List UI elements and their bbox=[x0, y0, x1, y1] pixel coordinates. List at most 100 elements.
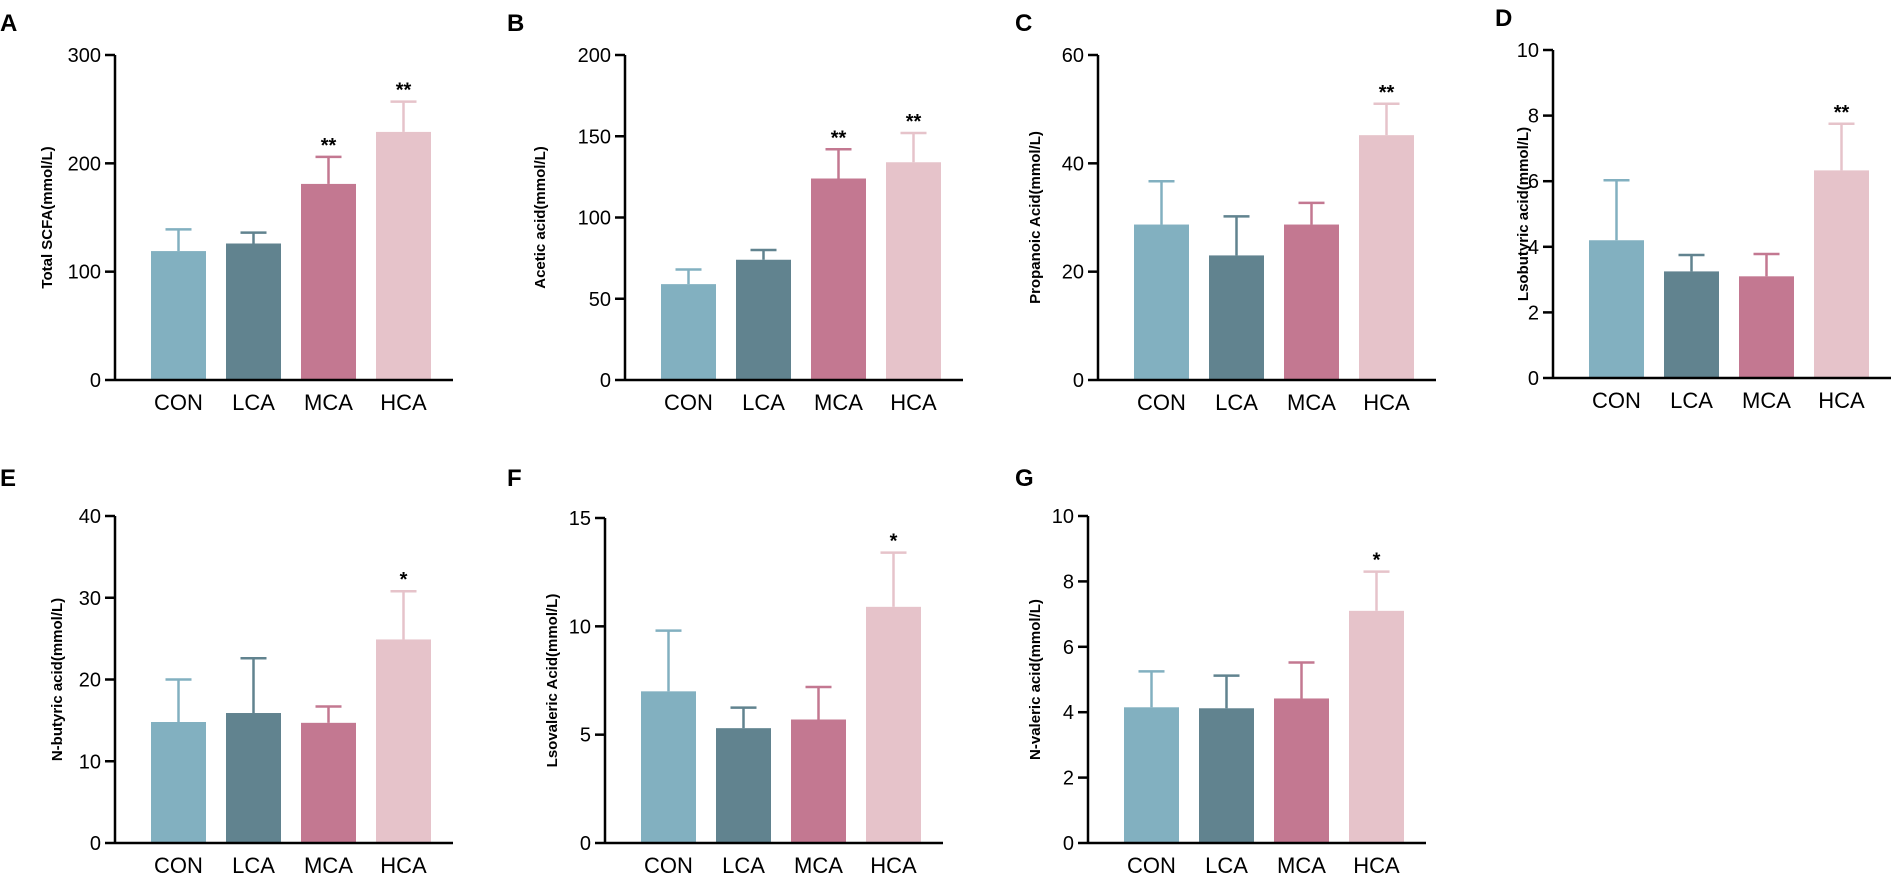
bar-hca bbox=[376, 639, 431, 843]
x-tick-label-lca: LCA bbox=[232, 390, 275, 415]
bar-con bbox=[1124, 707, 1179, 843]
panel-letter: G bbox=[1015, 465, 1034, 492]
y-tick-label: 15 bbox=[569, 508, 591, 530]
bar-lca bbox=[716, 728, 771, 843]
bar-mca bbox=[791, 719, 846, 843]
y-tick-label: 4 bbox=[1528, 237, 1539, 259]
panel-letter: B bbox=[507, 10, 524, 37]
y-tick-label: 60 bbox=[1062, 45, 1084, 67]
x-tick-label-hca: HCA bbox=[1363, 390, 1410, 415]
bar-hca bbox=[1359, 135, 1414, 380]
y-tick-label: 100 bbox=[578, 208, 611, 230]
bar-lca bbox=[226, 243, 281, 380]
y-axis-title: Lsobutyric acid(mmol/L) bbox=[1515, 127, 1532, 301]
y-tick-label: 0 bbox=[1528, 368, 1539, 390]
y-tick-label: 40 bbox=[1062, 153, 1084, 175]
y-tick-label: 300 bbox=[68, 45, 101, 67]
bar-hca bbox=[376, 131, 431, 380]
bar-mca bbox=[301, 183, 356, 380]
x-tick-label-lca: LCA bbox=[742, 390, 785, 415]
y-tick-label: 10 bbox=[1052, 506, 1074, 528]
y-axis-title: Lsovaleric Acid(mmol/L) bbox=[544, 594, 561, 768]
significance-label: ** bbox=[396, 80, 412, 102]
y-tick-label: 10 bbox=[1517, 40, 1539, 62]
x-tick-label-con: CON bbox=[644, 853, 693, 875]
y-tick-label: 6 bbox=[1528, 171, 1539, 193]
y-tick-label: 40 bbox=[79, 506, 101, 528]
x-tick-label-hca: HCA bbox=[890, 390, 937, 415]
chart-panel-e: E CON LCA MCA * HCA 0 10 20 30 40 N-butyric acid(mm… bbox=[0, 465, 453, 878]
bar-mca bbox=[1739, 276, 1794, 378]
y-tick-label: 20 bbox=[79, 670, 101, 692]
panel-letter: F bbox=[507, 465, 522, 492]
x-tick-label-con: CON bbox=[1127, 853, 1176, 875]
x-tick-label-mca: MCA bbox=[1742, 388, 1791, 413]
y-tick-label: 2 bbox=[1528, 302, 1539, 324]
y-tick-label: 0 bbox=[90, 833, 101, 855]
chart-panel-a: A CON LCA ** MCA ** HCA 0 100 200 300 Total SCFA(mm… bbox=[0, 10, 453, 415]
significance-label: ** bbox=[321, 135, 337, 157]
bar-hca bbox=[886, 162, 941, 380]
bar-lca bbox=[226, 713, 281, 843]
x-tick-label-con: CON bbox=[1592, 388, 1641, 413]
panel-letter: C bbox=[1015, 10, 1032, 37]
y-tick-label: 10 bbox=[79, 751, 101, 773]
bar-hca bbox=[866, 606, 921, 843]
x-tick-label-con: CON bbox=[154, 853, 203, 875]
bar-lca bbox=[736, 259, 791, 380]
bar-mca bbox=[1284, 224, 1339, 380]
x-tick-label-lca: LCA bbox=[1215, 390, 1258, 415]
bar-mca bbox=[811, 178, 866, 380]
x-tick-label-lca: LCA bbox=[1670, 388, 1713, 413]
y-axis-title: Propanoic Acid(mmol/L) bbox=[1027, 131, 1044, 304]
bar-lca bbox=[1209, 255, 1264, 380]
panel-letter: E bbox=[0, 465, 16, 492]
y-axis-title: Total SCFA(mmol/L) bbox=[39, 146, 56, 288]
y-tick-label: 20 bbox=[1062, 262, 1084, 284]
significance-label: ** bbox=[831, 127, 847, 149]
x-tick-label-hca: HCA bbox=[380, 853, 427, 875]
chart-panel-b: B CON LCA ** MCA ** HCA 0 50 100 150 200 Acetic acid… bbox=[507, 10, 963, 415]
bar-hca bbox=[1349, 610, 1404, 843]
y-tick-label: 50 bbox=[589, 289, 611, 311]
y-tick-label: 0 bbox=[600, 370, 611, 392]
y-axis-title: Acetic acid(mmol/L) bbox=[532, 146, 549, 289]
y-tick-label: 30 bbox=[79, 588, 101, 610]
significance-label: * bbox=[890, 531, 898, 553]
x-tick-label-con: CON bbox=[1137, 390, 1186, 415]
x-tick-label-mca: MCA bbox=[794, 853, 843, 875]
significance-label: ** bbox=[1834, 102, 1850, 124]
bar-con bbox=[151, 722, 206, 843]
y-axis-title: N-butyric acid(mmol/L) bbox=[49, 598, 66, 761]
bar-con bbox=[1134, 224, 1189, 380]
bar-con bbox=[1589, 240, 1644, 378]
x-tick-label-hca: HCA bbox=[1818, 388, 1865, 413]
chart-panel-g: G CON LCA MCA * HCA 0 2 4 6 8 10 N-valeric acid(mmol… bbox=[1015, 465, 1426, 878]
bar-con bbox=[641, 691, 696, 843]
x-tick-label-hca: HCA bbox=[380, 390, 427, 415]
y-tick-label: 200 bbox=[68, 153, 101, 175]
y-tick-label: 150 bbox=[578, 126, 611, 148]
significance-label: ** bbox=[906, 111, 922, 133]
bar-con bbox=[151, 251, 206, 380]
y-tick-label: 8 bbox=[1063, 571, 1074, 593]
significance-label: * bbox=[400, 569, 408, 591]
y-tick-label: 200 bbox=[578, 45, 611, 67]
significance-label: * bbox=[1373, 550, 1381, 572]
panel-letter: A bbox=[0, 10, 17, 37]
y-tick-label: 0 bbox=[580, 833, 591, 855]
x-tick-label-con: CON bbox=[154, 390, 203, 415]
significance-label: ** bbox=[1379, 82, 1395, 104]
chart-panel-f: F CON LCA MCA * HCA 0 5 10 15 Lsovaleric Acid(mmol… bbox=[507, 465, 943, 878]
x-tick-label-lca: LCA bbox=[722, 853, 765, 875]
y-tick-label: 2 bbox=[1063, 768, 1074, 790]
x-tick-label-mca: MCA bbox=[304, 390, 353, 415]
bar-mca bbox=[1274, 698, 1329, 843]
y-axis-title: N-valeric acid(mmol/L) bbox=[1027, 599, 1044, 760]
bar-con bbox=[661, 284, 716, 380]
x-tick-label-mca: MCA bbox=[1277, 853, 1326, 875]
x-tick-label-con: CON bbox=[664, 390, 713, 415]
x-tick-label-lca: LCA bbox=[232, 853, 275, 875]
